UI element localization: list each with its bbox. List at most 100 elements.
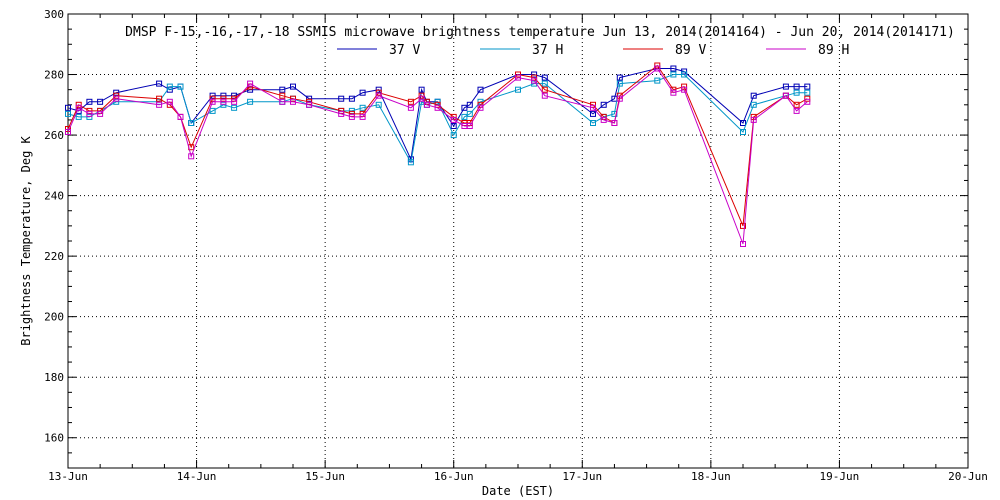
data-point — [306, 95, 313, 102]
data-point — [450, 123, 457, 129]
data-point — [220, 95, 227, 102]
data-point — [423, 101, 430, 108]
data-point — [466, 123, 473, 129]
data-point — [290, 83, 296, 90]
data-point — [348, 95, 355, 102]
x-tick-label: 16-Jun — [434, 470, 474, 483]
data-point — [793, 83, 800, 90]
data-point — [590, 110, 596, 117]
data-point — [348, 113, 355, 120]
data-point — [515, 86, 521, 93]
data-point — [466, 101, 473, 108]
data-point — [247, 80, 254, 87]
x-tick-label: 17-Jun — [562, 470, 602, 483]
y-tick-label: 260 — [44, 129, 64, 142]
data-point — [188, 120, 195, 126]
legend-label: 37 H — [532, 43, 563, 58]
data-point — [97, 110, 104, 117]
data-point — [97, 98, 104, 105]
data-point — [541, 80, 548, 87]
data-point — [166, 83, 173, 90]
x-tick-label: 13-Jun — [48, 470, 88, 483]
data-point — [541, 92, 548, 99]
data-point — [75, 104, 82, 111]
data-point — [375, 92, 382, 99]
data-point — [804, 89, 811, 96]
chart-title: DMSP F-15,-16,-17,-18 SSMIS microwave br… — [125, 25, 955, 40]
data-point — [740, 120, 746, 126]
data-point — [306, 101, 313, 108]
data-point — [359, 104, 366, 111]
data-point — [681, 86, 688, 93]
data-point — [113, 95, 120, 102]
data-point — [418, 95, 425, 102]
y-tick-label: 220 — [44, 250, 64, 263]
data-point — [359, 113, 366, 120]
data-point — [86, 110, 93, 117]
data-point — [600, 101, 607, 108]
data-point — [86, 98, 93, 105]
data-point — [156, 101, 163, 108]
data-point — [434, 104, 441, 111]
data-point — [793, 89, 800, 96]
data-point — [407, 98, 414, 105]
data-point — [290, 98, 296, 105]
y-tick-label: 160 — [44, 432, 64, 445]
data-point — [220, 98, 227, 105]
data-point — [616, 95, 623, 102]
data-point — [804, 83, 811, 90]
data-point — [750, 101, 757, 108]
data-point — [65, 129, 71, 135]
data-point — [450, 132, 457, 139]
data-point — [231, 98, 238, 105]
y-tick-label: 180 — [44, 371, 64, 384]
data-point — [681, 83, 688, 90]
legend-label: 37 V — [389, 43, 420, 58]
x-tick-label: 15-Jun — [305, 470, 345, 483]
data-point — [156, 95, 163, 102]
y-axis-title: Brightness Temperature, Deg K — [19, 135, 33, 345]
data-point — [600, 116, 607, 123]
axes: 13-Jun 14-Jun 15-Jun 16-Jun 17-Jun 18-Jun 19-J… — [44, 8, 988, 483]
data-point — [670, 65, 677, 72]
data-point — [279, 92, 286, 99]
data-point — [177, 113, 184, 120]
data-point — [670, 89, 677, 96]
data-point — [611, 120, 618, 126]
data-point — [65, 110, 71, 117]
data-point — [477, 104, 484, 111]
data-point — [477, 86, 484, 93]
data-point — [375, 101, 382, 108]
data-point — [407, 104, 414, 111]
data-point — [290, 95, 296, 102]
data-point — [209, 107, 216, 114]
legend-label: 89 V — [675, 43, 706, 58]
data-point — [541, 74, 548, 81]
data-point — [279, 86, 286, 93]
x-tick-label: 19-Jun — [820, 470, 860, 483]
data-point — [156, 80, 163, 87]
data-point — [740, 241, 746, 247]
x-tick-label: 14-Jun — [177, 470, 217, 483]
data-point — [804, 95, 811, 102]
data-point — [616, 80, 623, 87]
y-tick-label: 280 — [44, 69, 64, 82]
x-axis-title: Date (EST) — [482, 484, 554, 498]
data-point — [793, 107, 800, 114]
data-point — [188, 153, 195, 160]
series-line — [67, 67, 808, 245]
data-point — [359, 89, 366, 96]
data-point — [231, 104, 238, 111]
data-point — [279, 98, 286, 105]
data-point — [670, 71, 677, 78]
data-point — [466, 110, 473, 117]
data-point — [590, 120, 596, 126]
data-point — [654, 77, 661, 84]
data-point — [782, 92, 789, 99]
data-point — [541, 86, 548, 93]
y-tick-label: 200 — [44, 311, 64, 324]
legend-label: 89 H — [818, 43, 849, 58]
x-tick-label: 18-Jun — [691, 470, 731, 483]
data-point — [740, 222, 746, 229]
